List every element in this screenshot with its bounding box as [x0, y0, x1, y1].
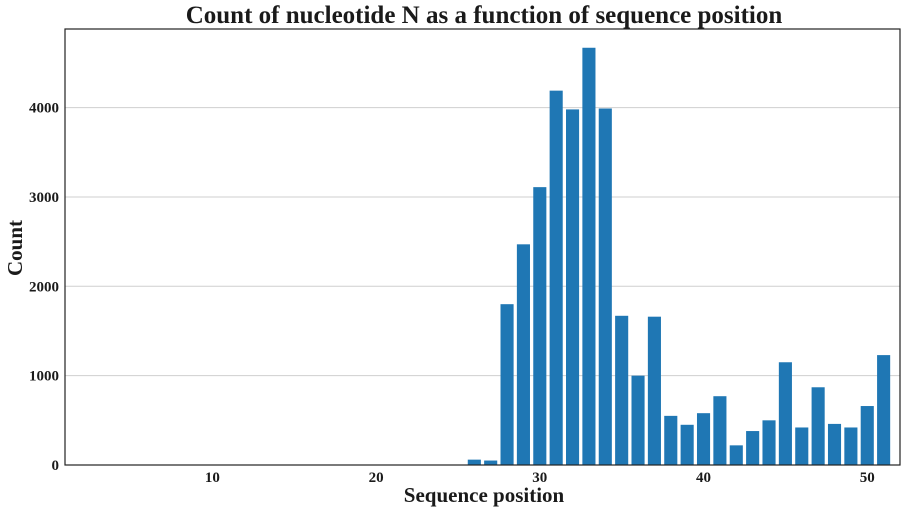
bar: [844, 427, 858, 465]
bar: [615, 315, 629, 465]
y-tick-label: 4000: [29, 101, 59, 117]
bar: [549, 90, 563, 466]
bar: [598, 108, 612, 466]
bar: [566, 109, 580, 465]
bars: [467, 47, 891, 466]
x-tick-label: 40: [696, 470, 711, 486]
bar: [647, 316, 661, 465]
x-tick-label: 50: [860, 470, 875, 486]
bar: [827, 423, 842, 465]
x-tick-label: 10: [205, 470, 220, 486]
y-tick-label: 2000: [29, 279, 59, 295]
bar: [582, 47, 596, 465]
bar: [713, 396, 727, 465]
y-tick-label: 0: [52, 458, 60, 474]
bar: [516, 244, 530, 465]
bar: [664, 415, 678, 465]
bar: [746, 431, 760, 465]
bar: [811, 387, 825, 465]
x-tick-labels: 10 20 30 40 50: [205, 470, 875, 486]
bar: [631, 375, 645, 465]
bar: [729, 445, 743, 465]
y-axis-label: Count: [3, 220, 27, 276]
grid-lines: [65, 107, 900, 466]
y-tick-label: 1000: [29, 369, 59, 385]
bar: [778, 362, 792, 465]
bar: [795, 427, 809, 465]
bar: [533, 187, 547, 465]
bar: [860, 406, 874, 465]
y-tick-labels: 0 1000 2000 3000 4000: [29, 101, 59, 474]
bar: [467, 459, 481, 465]
bar: [500, 304, 514, 465]
x-tick-label: 30: [532, 470, 547, 486]
bar: [696, 413, 711, 465]
y-tick-label: 3000: [29, 190, 59, 206]
x-tick-label: 20: [369, 470, 384, 486]
bar: [680, 424, 694, 465]
x-axis-label: Sequence position: [404, 483, 565, 507]
bar: [762, 420, 776, 465]
bar: [484, 460, 498, 465]
chart-title: Count of nucleotide N as a function of s…: [186, 2, 783, 29]
bar: [877, 355, 891, 465]
plot-frame: [64, 28, 901, 466]
